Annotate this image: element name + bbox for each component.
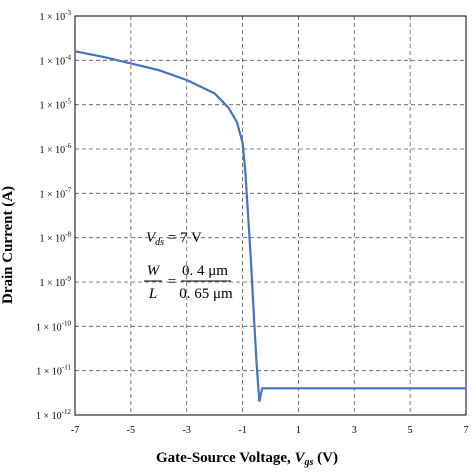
y-tick-labels: 1 × 10-3 1 × 10-4 1 × 10-5 1 × 10-6 1 × 10-7… — [36, 9, 71, 422]
x-tick-label: 7 — [464, 425, 469, 436]
x-axis-title-var: V — [294, 450, 306, 466]
vds-annotation: Vds = 7 V — [146, 230, 202, 248]
x-tick-label: -7 — [71, 425, 79, 436]
x-tick-label: 3 — [352, 425, 357, 436]
y-tick-label: 1 × 10-12 — [36, 408, 71, 422]
plot-frame — [74, 15, 467, 416]
vds-value: = 7 V — [164, 230, 202, 246]
x-tick-label: 1 — [296, 425, 301, 436]
svg-text:Vds = 7 V: Vds = 7 V — [146, 230, 202, 248]
drain-current-curve — [74, 50, 466, 402]
equals-sign: = — [168, 274, 176, 290]
x-axis-title-sub: gs — [304, 457, 314, 468]
y-tick-label: 1 × 10-9 — [40, 275, 72, 289]
w-label: W — [147, 263, 161, 279]
l-value: 0. 65 μm — [179, 286, 233, 302]
y-tick-label: 1 × 10-10 — [36, 319, 71, 333]
x-tick-label: 5 — [408, 425, 413, 436]
y-tick-label: 1 × 10-4 — [40, 53, 72, 67]
y-tick-label: 1 × 10-11 — [36, 364, 71, 378]
y-tick-label: 1 × 10-8 — [40, 231, 72, 245]
x-tick-label: -1 — [238, 425, 246, 436]
y-tick-label: 1 × 10-5 — [40, 98, 72, 112]
vds-sub: ds — [155, 237, 164, 248]
x-axis-title-unit: (V) — [313, 450, 338, 466]
x-tick-label: -3 — [183, 425, 191, 436]
wl-annotation: W L = 0. 4 μm 0. 65 μm — [144, 263, 233, 302]
vds-var: V — [146, 230, 157, 246]
x-tick-labels: -7 -5 -3 -1 1 3 5 7 — [71, 425, 469, 436]
y-tick-label: 1 × 10-7 — [40, 186, 72, 200]
grid-lines — [74, 15, 467, 416]
x-axis-title-main: Gate-Source Voltage, — [156, 450, 294, 466]
y-tick-label: 1 × 10-6 — [40, 142, 72, 156]
x-tick-label: -5 — [127, 425, 135, 436]
w-value: 0. 4 μm — [182, 263, 228, 279]
y-tick-label: 1 × 10-3 — [40, 9, 72, 23]
y-axis-title: Drain Current (A) — [0, 186, 16, 304]
x-axis-title: Gate-Source Voltage, Vgs (V) — [156, 450, 338, 468]
l-label: L — [148, 286, 157, 302]
